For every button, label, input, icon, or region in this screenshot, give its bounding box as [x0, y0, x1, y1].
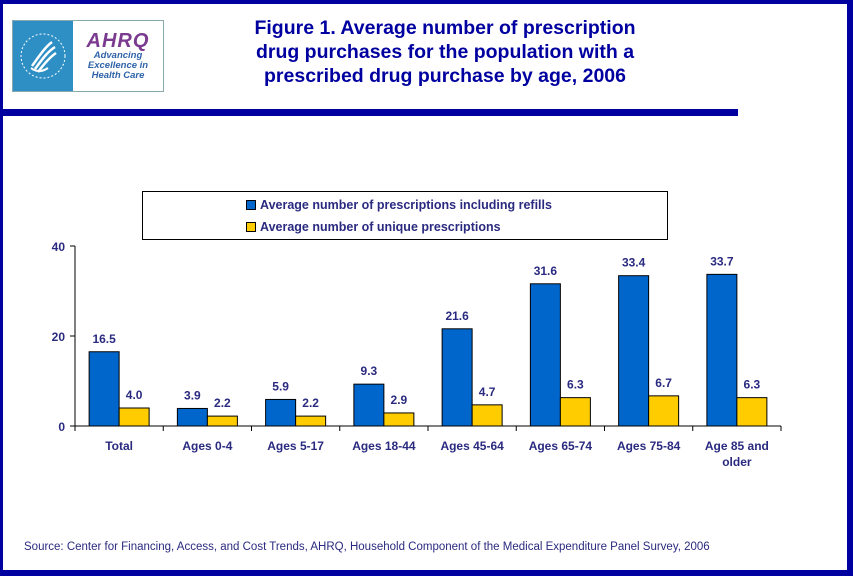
ahrq-logo: AHRQ Advancing Excellence in Health Care — [12, 20, 164, 92]
title-line-2: drug purchases for the population with a — [255, 41, 635, 63]
source-note: Source: Center for Financing, Access, an… — [24, 541, 710, 553]
hhs-eagle-logo — [13, 21, 73, 91]
legend-swatch-refills — [246, 200, 256, 210]
legend-label-refills: Average number of prescriptions includin… — [260, 198, 552, 212]
ahrq-tagline-1: Advancing — [93, 50, 143, 61]
ahrq-wordmark: AHRQ Advancing Excellence in Health Care — [73, 21, 163, 91]
legend-item-refills: Average number of prescriptions includin… — [246, 198, 552, 212]
legend-swatch-unique — [246, 222, 256, 232]
ahrq-tagline-3: Health Care — [91, 70, 145, 81]
title-line-1: Figure 1. Average number of prescription — [254, 17, 636, 39]
chart-title: Figure 1. Average number of prescription… — [215, 16, 675, 88]
eagle-icon — [20, 33, 66, 79]
legend-label-unique: Average number of unique prescriptions — [260, 220, 501, 234]
title-divider — [3, 109, 738, 116]
ahrq-word: AHRQ — [86, 30, 150, 52]
chart-legend: Average number of prescriptions includin… — [142, 191, 668, 240]
ahrq-tagline-2: Excellence in — [87, 60, 149, 71]
title-line-3: prescribed drug purchase by age, 2006 — [264, 65, 626, 87]
legend-item-unique: Average number of unique prescriptions — [246, 220, 501, 234]
